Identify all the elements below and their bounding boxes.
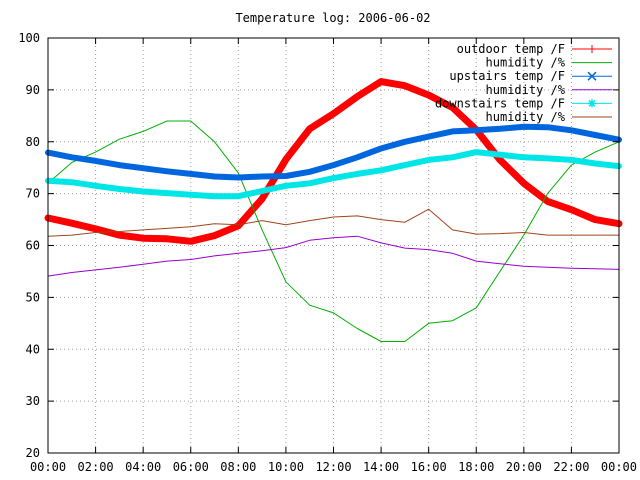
legend-label: humidity /% bbox=[486, 83, 566, 97]
legend-label: humidity /% bbox=[486, 110, 566, 124]
legend-marker-star bbox=[588, 99, 596, 108]
legend-label: upstairs temp /F bbox=[449, 69, 565, 83]
x-tick-label: 00:00 bbox=[601, 460, 637, 474]
series-line-humidity-3 bbox=[47, 235, 620, 277]
y-tick-label: 50 bbox=[26, 290, 40, 304]
y-tick-label: 70 bbox=[26, 187, 40, 201]
series-line-upstairs-temp-f-2 bbox=[45, 123, 622, 181]
legend-label: downstairs temp /F bbox=[435, 96, 565, 110]
x-tick-label: 20:00 bbox=[506, 460, 542, 474]
y-tick-label: 30 bbox=[26, 394, 40, 408]
series-layer bbox=[44, 78, 623, 342]
legend-label: outdoor temp /F bbox=[457, 42, 565, 56]
series-line-humidity-1 bbox=[47, 120, 620, 342]
x-tick-label: 02:00 bbox=[78, 460, 114, 474]
series-line-downstairs-temp-f-4 bbox=[45, 149, 622, 200]
y-tick-label: 100 bbox=[18, 31, 40, 45]
x-tick-label: 14:00 bbox=[363, 460, 399, 474]
x-tick-label: 06:00 bbox=[173, 460, 209, 474]
x-tick-label: 10:00 bbox=[268, 460, 304, 474]
x-tick-label: 08:00 bbox=[220, 460, 256, 474]
legend-label: humidity /% bbox=[486, 56, 566, 70]
x-tick-label: 00:00 bbox=[30, 460, 66, 474]
series-line-outdoor-temp-f-0 bbox=[44, 78, 623, 245]
series-line-humidity-5 bbox=[47, 208, 620, 237]
y-tick-label: 90 bbox=[26, 83, 40, 97]
y-tick-label: 60 bbox=[26, 239, 40, 253]
y-tick-label: 20 bbox=[26, 446, 40, 460]
x-tick-label: 04:00 bbox=[125, 460, 161, 474]
chart-title: Temperature log: 2006-06-02 bbox=[235, 11, 430, 25]
axes: 20 30 40 50 60 70 80 90 100 00:00 02:00 04:00 06:00 0… bbox=[18, 31, 637, 474]
y-tick-label: 40 bbox=[26, 342, 40, 356]
x-tick-label: 18:00 bbox=[458, 460, 494, 474]
x-tick-label: 16:00 bbox=[411, 460, 447, 474]
x-tick-label: 12:00 bbox=[315, 460, 351, 474]
y-tick-label: 80 bbox=[26, 135, 40, 149]
legend-marker-cross bbox=[587, 71, 597, 81]
legend-marker-plus bbox=[588, 45, 596, 53]
x-tick-label: 22:00 bbox=[553, 460, 589, 474]
